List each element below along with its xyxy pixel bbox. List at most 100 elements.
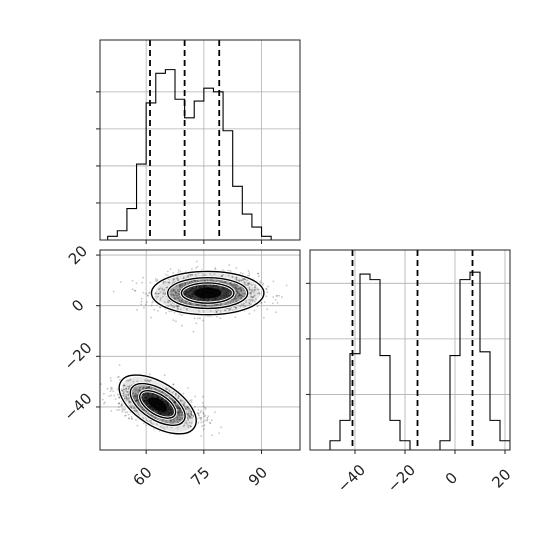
scatter-point (191, 417, 193, 419)
scatter-point (281, 296, 283, 298)
scatter-point (143, 306, 145, 309)
scatter-point (111, 387, 113, 389)
scatter-point (129, 405, 131, 407)
scatter-point (148, 387, 151, 390)
hist-y-frame (309, 249, 511, 451)
scatter-point (154, 292, 157, 295)
scatter-point (174, 292, 177, 295)
scatter-point (173, 278, 176, 280)
scatter-point (176, 305, 179, 307)
scatter-point (150, 414, 153, 417)
scatter-point (233, 298, 236, 301)
scatter-point (136, 398, 139, 401)
scatter-point (218, 432, 220, 434)
scatter-point (186, 406, 189, 409)
scatter-point (180, 413, 183, 416)
scatter-point (176, 306, 179, 308)
scatter-point (141, 408, 144, 411)
scatter-point (176, 417, 179, 420)
scatter-point (189, 424, 191, 427)
scatter-point (215, 310, 218, 313)
scatter-point (150, 379, 152, 382)
scatter-point (101, 398, 104, 401)
scatter-point (243, 281, 246, 284)
scatter-point (203, 415, 205, 418)
scatter-point (120, 404, 123, 407)
scatter-point (230, 299, 233, 302)
scatter-point (251, 283, 253, 286)
scatter-point (166, 300, 169, 303)
scatter-point (132, 380, 135, 383)
scatter-x-tick-label: 90 (245, 463, 271, 489)
scatter-point (238, 294, 241, 297)
scatter-point (172, 399, 174, 401)
scatter-point (176, 292, 178, 294)
hist-y-panel: −40 −20 0 20 (306, 249, 515, 496)
scatter-point (139, 386, 141, 389)
scatter-point (247, 283, 250, 285)
scatter-point (242, 302, 245, 305)
scatter-point (125, 393, 127, 396)
scatter-point (173, 296, 176, 299)
scatter-point (182, 276, 185, 279)
scatter-point (136, 389, 139, 392)
scatter-point (251, 289, 253, 291)
scatter-y-tick-label: 0 (68, 296, 87, 315)
scatter-point (142, 276, 145, 279)
scatter-point (248, 287, 251, 290)
scatter-point (185, 307, 188, 310)
scatter-point (174, 298, 176, 301)
scatter-point (197, 412, 200, 415)
scatter-point (175, 304, 178, 307)
scatter-point (190, 303, 193, 306)
scatter-point (200, 421, 203, 424)
scatter-point (145, 387, 148, 389)
contour-line (118, 374, 197, 435)
scatter-point (248, 286, 251, 289)
scatter-point (236, 285, 239, 288)
scatter-point (173, 402, 176, 404)
scatter-point (226, 301, 229, 304)
scatter-point (235, 267, 238, 269)
scatter-point (179, 284, 182, 286)
scatter-point (172, 288, 175, 291)
scatter-point (191, 280, 193, 283)
scatter-point (187, 413, 189, 415)
scatter-point (166, 421, 169, 424)
scatter-point (213, 273, 216, 276)
scatter-point (146, 386, 149, 389)
scatter-point (239, 286, 242, 289)
scatter-point (109, 386, 112, 389)
scatter-point (169, 300, 171, 303)
scatter-point (234, 283, 237, 286)
scatter-point (172, 289, 175, 292)
scatter-point (238, 292, 241, 294)
scatter-point (174, 401, 177, 403)
scatter-point (248, 298, 251, 301)
scatter-point (162, 282, 165, 285)
scatter-point (169, 268, 172, 270)
scatter-point (224, 280, 227, 283)
scatter-point (260, 302, 263, 304)
scatter-point (113, 394, 115, 397)
scatter-point (122, 392, 125, 394)
scatter-point (258, 291, 261, 294)
scatter-point (153, 308, 156, 311)
scatter-point (235, 277, 238, 279)
scatter-point (216, 315, 218, 318)
scatter-point (131, 417, 134, 420)
scatter-point (248, 312, 251, 315)
scatter-point (240, 294, 243, 297)
scatter-point (219, 280, 221, 282)
scatter-point (140, 405, 143, 408)
scatter-point (109, 377, 112, 379)
scatter-point (178, 290, 181, 293)
scatter-point (229, 302, 232, 305)
scatter-point (232, 284, 235, 286)
scatter-point (175, 393, 177, 396)
scatter-point (131, 404, 134, 407)
scatter-point (272, 296, 275, 298)
scatter-point (253, 295, 255, 298)
scatter-point (241, 295, 244, 297)
scatter-point (191, 414, 193, 417)
